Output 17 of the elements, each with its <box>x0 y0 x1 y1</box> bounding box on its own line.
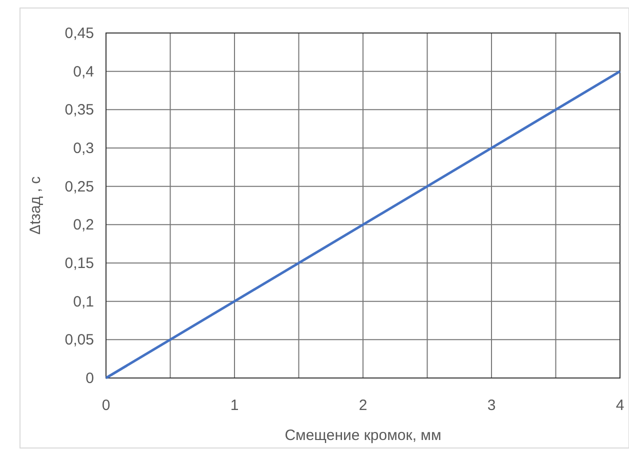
x-tick-label: 3 <box>487 397 496 414</box>
x-tick-label: 2 <box>358 397 368 414</box>
y-tick-label: 0,15 <box>64 255 94 272</box>
y-tick-label: 0,4 <box>73 63 94 80</box>
y-tick-label: 0,45 <box>64 25 94 42</box>
x-axis-title: Смещение кромок, мм <box>284 427 442 444</box>
y-tick-label: 0,35 <box>64 102 94 119</box>
x-tick-label: 0 <box>102 397 110 414</box>
x-tick-label: 4 <box>616 397 624 414</box>
y-tick-label: 0,1 <box>73 293 94 310</box>
y-tick-label: 0 <box>86 370 94 387</box>
y-tick-label: 0,3 <box>73 140 94 157</box>
y-tick-label: 0,05 <box>64 332 94 349</box>
y-axis-title: Δtзад , с <box>27 176 44 235</box>
x-tick-label: 1 <box>230 397 239 414</box>
y-tick-label: 0,2 <box>73 216 94 234</box>
y-tick-label: 0,25 <box>64 178 94 196</box>
